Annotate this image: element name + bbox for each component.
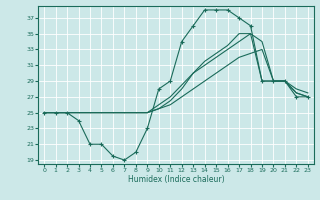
- X-axis label: Humidex (Indice chaleur): Humidex (Indice chaleur): [128, 175, 224, 184]
